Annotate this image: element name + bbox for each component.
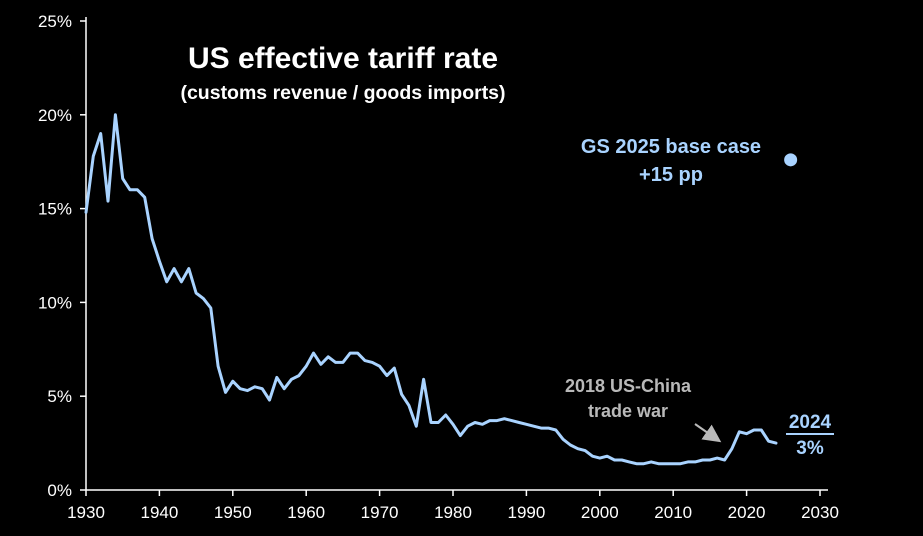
x-tick-label: 1990: [507, 503, 545, 522]
x-tick-label: 1970: [361, 503, 399, 522]
y-tick-label: 0%: [47, 481, 72, 500]
tariff-rate-line: [84, 113, 778, 466]
x-axis-ticks: 1930 1940 1950 1960 1970 1980 1990 2000 2010 2020…: [67, 490, 839, 522]
x-tick-label: 1980: [434, 503, 472, 522]
y-axis-ticks: 0% 5% 10% 15% 20% 25%: [38, 12, 86, 500]
x-tick-label: 2020: [728, 503, 766, 522]
y-tick-label: 20%: [38, 106, 72, 125]
x-tick-label: 2010: [654, 503, 692, 522]
gs-2025-base-case-point: [784, 153, 798, 167]
x-tick-label: 1940: [140, 503, 178, 522]
x-tick-label: 1960: [287, 503, 325, 522]
y-tick-label: 5%: [47, 387, 72, 406]
gs-base-case-increment: +15 pp: [639, 164, 703, 186]
latest-year-label: 2024: [789, 412, 832, 433]
trade-war-arrow: [694, 423, 722, 443]
gs-base-case-label: GS 2025 base case: [581, 136, 761, 158]
x-tick-label: 1930: [67, 503, 105, 522]
chart-title: US effective tariff rate: [188, 42, 498, 75]
trade-war-annotation-line2: trade war: [588, 401, 668, 421]
y-tick-label: 10%: [38, 293, 72, 312]
y-tick-label: 15%: [38, 200, 72, 219]
trade-war-annotation-line1: 2018 US-China: [565, 376, 692, 396]
x-tick-label: 2030: [801, 503, 839, 522]
x-tick-label: 2000: [581, 503, 619, 522]
latest-value-label: 3%: [796, 438, 824, 459]
x-tick-label: 1950: [214, 503, 252, 522]
y-tick-label: 25%: [38, 12, 72, 31]
chart-subtitle: (customs revenue / goods imports): [180, 82, 505, 104]
